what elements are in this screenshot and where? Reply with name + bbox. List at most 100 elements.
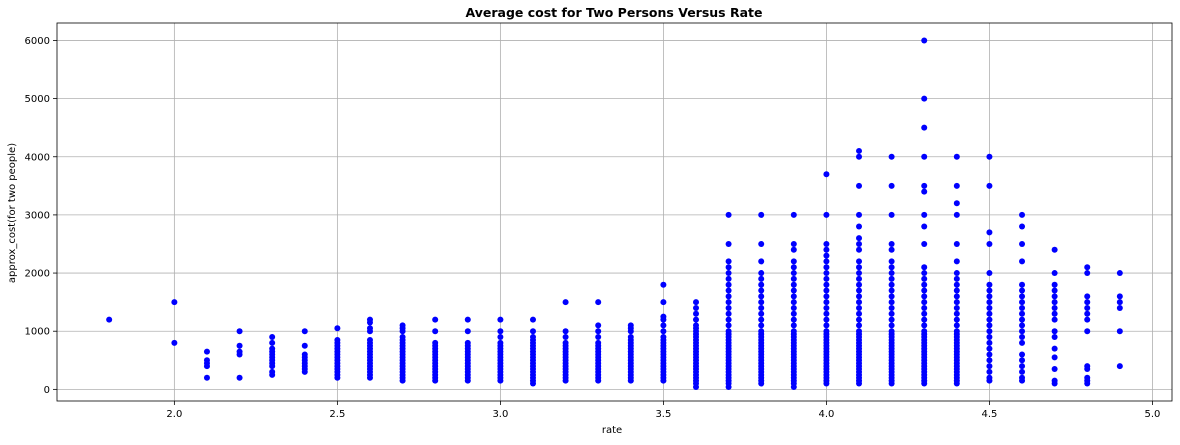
- data-point: [1051, 334, 1058, 341]
- data-point: [888, 270, 895, 277]
- data-point: [1051, 316, 1058, 323]
- data-point: [790, 211, 797, 218]
- data-point: [236, 374, 243, 381]
- data-point: [823, 258, 830, 265]
- data-point: [1116, 299, 1123, 306]
- data-point: [529, 334, 536, 341]
- data-point: [888, 281, 895, 288]
- data-point: [725, 316, 732, 323]
- data-point: [856, 258, 863, 265]
- data-point: [986, 351, 993, 358]
- data-point: [432, 328, 439, 335]
- data-point: [921, 240, 928, 247]
- data-point: [921, 293, 928, 300]
- data-point: [888, 211, 895, 218]
- data-point: [725, 328, 732, 335]
- data-point: [334, 336, 341, 343]
- data-point: [856, 223, 863, 230]
- data-point: [1051, 366, 1058, 373]
- data-point: [627, 334, 634, 341]
- data-point: [986, 328, 993, 335]
- data-point: [758, 304, 765, 311]
- data-point: [823, 304, 830, 311]
- data-point: [953, 328, 960, 335]
- data-point: [1116, 270, 1123, 277]
- data-point: [1051, 377, 1058, 384]
- data-point: [921, 153, 928, 160]
- tick-labels: 2.0 2.5 3.0 3.5 4.0 4.5 5.0 0 1000 2000 3000 4000 50…: [25, 36, 1161, 420]
- data-point: [432, 339, 439, 346]
- data-point: [921, 270, 928, 277]
- data-point: [758, 240, 765, 247]
- data-point: [497, 339, 504, 346]
- data-point: [953, 299, 960, 306]
- data-point: [660, 322, 667, 329]
- data-point: [823, 171, 830, 178]
- y-tick-label: 1000: [25, 327, 50, 338]
- data-point: [1019, 334, 1026, 341]
- data-point: [823, 252, 830, 259]
- data-point: [888, 299, 895, 306]
- data-point: [725, 240, 732, 247]
- data-point: [203, 348, 210, 355]
- data-point: [921, 316, 928, 323]
- data-point: [399, 334, 406, 341]
- data-point: [1084, 310, 1091, 317]
- data-point: [986, 339, 993, 346]
- data-point: [856, 328, 863, 335]
- data-point: [595, 299, 602, 306]
- data-point: [790, 240, 797, 247]
- plot-frame: [56, 22, 1173, 402]
- data-point: [921, 182, 928, 189]
- data-point: [758, 299, 765, 306]
- data-point: [269, 339, 276, 346]
- data-point: [1051, 287, 1058, 294]
- x-tick-label: 5.0: [1144, 409, 1160, 420]
- data-point: [595, 339, 602, 346]
- data-point: [790, 264, 797, 271]
- data-point: [1019, 363, 1026, 370]
- data-point: [856, 270, 863, 277]
- data-point: [758, 211, 765, 218]
- data-point: [986, 299, 993, 306]
- data-point: [790, 275, 797, 282]
- data-point: [1116, 363, 1123, 370]
- data-point: [921, 304, 928, 311]
- data-point: [1019, 304, 1026, 311]
- data-point: [888, 240, 895, 247]
- data-point: [497, 328, 504, 335]
- data-point: [888, 293, 895, 300]
- data-point: [562, 334, 569, 341]
- data-point: [1084, 363, 1091, 370]
- data-point: [823, 322, 830, 329]
- data-point: [660, 299, 667, 306]
- data-point: [1019, 374, 1026, 381]
- data-point: [725, 270, 732, 277]
- data-point: [1051, 304, 1058, 311]
- data-point: [790, 299, 797, 306]
- data-point: [921, 124, 928, 131]
- data-point: [269, 345, 276, 352]
- data-point: [986, 316, 993, 323]
- data-point: [725, 281, 732, 288]
- data-point: [888, 182, 895, 189]
- data-point: [921, 211, 928, 218]
- data-point: [856, 182, 863, 189]
- data-point: [464, 328, 471, 335]
- data-point: [856, 147, 863, 154]
- data-point: [1051, 310, 1058, 317]
- data-point: [986, 229, 993, 236]
- data-point: [856, 275, 863, 282]
- data-point: [1084, 304, 1091, 311]
- data-point: [790, 316, 797, 323]
- data-point: [986, 310, 993, 317]
- chart-title: Average cost for Two Persons Versus Rate: [466, 5, 763, 20]
- data-point: [953, 310, 960, 317]
- x-tick-label: 2.5: [329, 409, 345, 420]
- data-point: [725, 287, 732, 294]
- x-tick-label: 4.5: [981, 409, 997, 420]
- data-point: [1019, 211, 1026, 218]
- data-point: [921, 281, 928, 288]
- data-points: [106, 37, 1123, 391]
